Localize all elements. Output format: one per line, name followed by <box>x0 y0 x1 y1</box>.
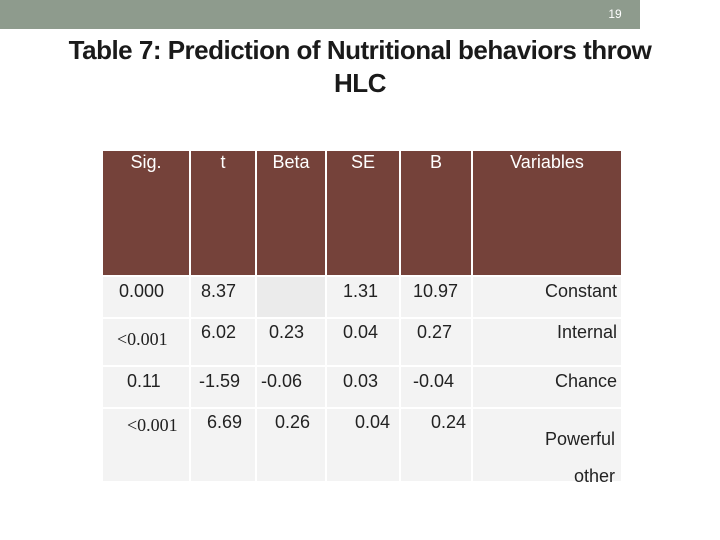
row-constant-variable: Constant <box>473 277 621 317</box>
row-chance-beta: -0.06 <box>257 367 325 407</box>
row-internal-se: 0.04 <box>327 319 399 365</box>
cell-text: <0.001 <box>117 329 168 349</box>
cell-text: <0.001 <box>127 415 178 435</box>
header-se: SE <box>327 151 399 275</box>
header-se-label: SE <box>350 152 375 172</box>
slide-title: Table 7: Prediction of Nutritional behav… <box>0 34 720 100</box>
row-powerful-beta: 0.26 <box>257 409 325 481</box>
row-constant-beta <box>257 277 325 317</box>
cell-text: -0.04 <box>413 371 455 391</box>
row-constant-sig: 0.000 <box>103 277 189 317</box>
results-table: Sig. t Beta SE B Variables 0.000 8.37 1.… <box>103 151 621 486</box>
cell-text: 0.26 <box>275 412 311 432</box>
header-variables-label: Variables <box>510 152 584 172</box>
cell-text: Powerful other <box>544 429 615 486</box>
cell-text: 6.69 <box>207 412 243 432</box>
row-chance-sig: 0.11 <box>103 367 189 407</box>
cell-text: -0.06 <box>261 371 303 391</box>
cell-text: 1.31 <box>343 281 379 301</box>
row-powerful-se: 0.04 <box>327 409 399 481</box>
row-internal-variable: Internal <box>473 319 621 365</box>
row-powerful-t: 6.69 <box>191 409 255 481</box>
top-bar <box>0 0 640 29</box>
cell-text: -1.59 <box>199 371 241 391</box>
cell-text: 10.97 <box>413 281 459 301</box>
row-internal-sig: <0.001 <box>103 319 189 365</box>
row-powerful-sig: <0.001 <box>103 409 189 481</box>
cell-text: 0.27 <box>417 322 453 342</box>
row-constant-b: 10.97 <box>401 277 471 317</box>
header-sig: Sig. <box>103 151 189 275</box>
cell-text: 0.03 <box>343 371 379 391</box>
header-t: t <box>191 151 255 275</box>
title-line-2: HLC <box>334 68 386 98</box>
page-number: 19 <box>608 7 622 21</box>
header-t-label: t <box>220 152 226 172</box>
cell-text: Constant <box>544 281 617 301</box>
row-constant-t: 8.37 <box>191 277 255 317</box>
cell-text: Chance <box>554 371 617 391</box>
cell-text: 0.23 <box>269 322 305 342</box>
cell-text: 0.24 <box>431 412 467 432</box>
row-chance-t: -1.59 <box>191 367 255 407</box>
header-b: B <box>401 151 471 275</box>
row-internal-beta: 0.23 <box>257 319 325 365</box>
title-line-1: Table 7: Prediction of Nutritional behav… <box>68 35 652 65</box>
row-powerful-b: 0.24 <box>401 409 471 481</box>
cell-text: 0.000 <box>119 281 165 301</box>
cell-text: 0.11 <box>127 371 161 391</box>
header-beta: Beta <box>257 151 325 275</box>
row-constant-se: 1.31 <box>327 277 399 317</box>
header-sig-label: Sig. <box>130 152 162 172</box>
header-beta-label: Beta <box>272 152 310 172</box>
header-b-label: B <box>429 152 442 172</box>
cell-text: 0.04 <box>343 322 379 342</box>
cell-text: 6.02 <box>201 322 237 342</box>
row-internal-t: 6.02 <box>191 319 255 365</box>
cell-text: 0.04 <box>355 412 391 432</box>
header-variables: Variables <box>473 151 621 275</box>
row-chance-variable: Chance <box>473 367 621 407</box>
cell-text: 8.37 <box>201 281 237 301</box>
row-chance-b: -0.04 <box>401 367 471 407</box>
row-powerful-variable: Powerful other <box>473 409 621 486</box>
row-chance-se: 0.03 <box>327 367 399 407</box>
cell-text: Internal <box>556 322 617 342</box>
row-internal-b: 0.27 <box>401 319 471 365</box>
